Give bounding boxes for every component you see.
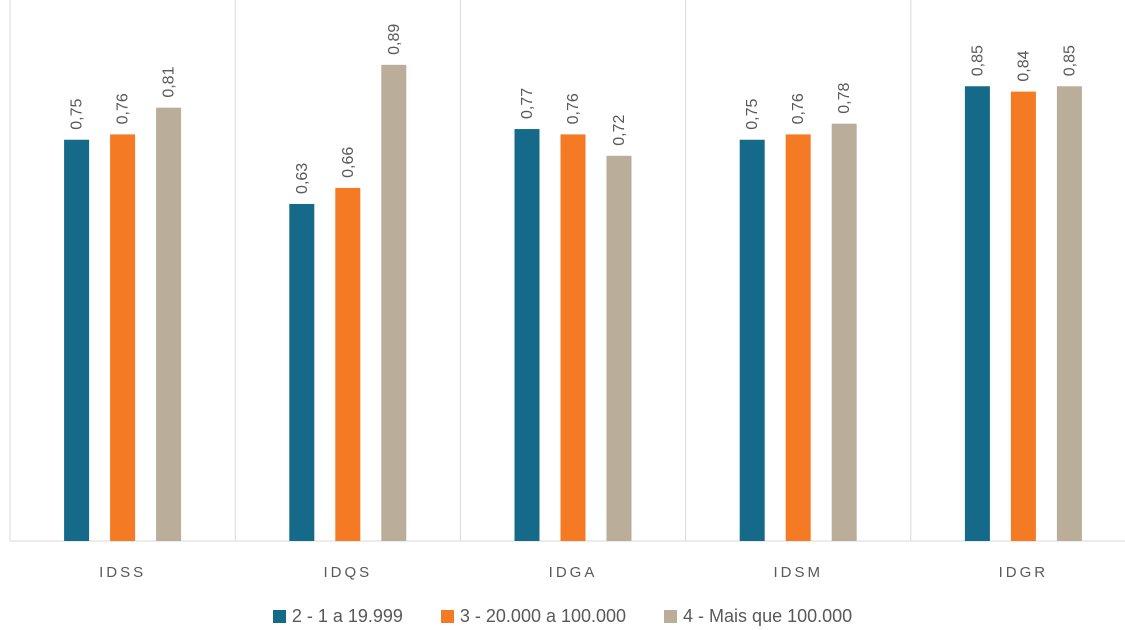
x-tick-label-idsm: IDSM [773, 564, 823, 581]
data-label-idss-series-1: 0,75 [69, 99, 86, 130]
data-label-idss-series-3: 0,81 [161, 66, 178, 97]
legend-label-series-1: 2 - 1 a 19.999 [291, 606, 403, 626]
bar-idqs-series-3 [381, 64, 407, 541]
bar-idgr-series-3 [1056, 86, 1082, 541]
legend-item-series-2: 3 - 20.000 a 100.000 [440, 606, 627, 627]
bar-idsm-series-2 [785, 134, 811, 541]
bar-idga-series-2 [560, 134, 586, 541]
data-label-idga-series-2: 0,76 [565, 93, 582, 124]
bar-idsm-series-3 [831, 123, 857, 541]
data-label-idga-series-3: 0,72 [611, 115, 628, 146]
x-tick-label-idss: IDSS [99, 564, 146, 581]
legend-swatch-series-3 [664, 610, 678, 623]
bar-idss-series-3 [156, 107, 182, 542]
x-tick-label-idqs: IDQS [323, 564, 372, 581]
bar-idgr-series-2 [1010, 91, 1036, 541]
data-label-idqs-series-2: 0,66 [340, 147, 357, 178]
x-tick-label-idgr: IDGR [999, 564, 1049, 581]
data-label-idgr-series-1: 0,85 [969, 45, 986, 76]
data-label-idsm-series-3: 0,78 [836, 82, 853, 113]
legend-item-series-1: 2 - 1 a 19.999 [272, 606, 403, 627]
bar-idss-series-2 [110, 134, 136, 541]
data-label-idsm-series-1: 0,75 [744, 99, 761, 130]
data-label-idsm-series-2: 0,76 [790, 93, 807, 124]
legend: 2 - 1 a 19.999 3 - 20.000 a 100.000 4 - … [0, 606, 1125, 627]
bar-idqs-series-1 [289, 203, 315, 541]
bar-idss-series-1 [64, 139, 90, 541]
x-tick-label-idga: IDGA [549, 564, 598, 581]
data-label-idgr-series-3: 0,85 [1061, 45, 1078, 76]
data-label-idga-series-1: 0,77 [519, 88, 536, 119]
bar-idgr-series-1 [964, 86, 990, 541]
legend-swatch-series-1 [272, 610, 286, 623]
bar-idga-series-3 [606, 155, 632, 542]
legend-swatch-series-2 [440, 610, 454, 623]
legend-label-series-3: 4 - Mais que 100.000 [683, 606, 853, 626]
data-label-idqs-series-1: 0,63 [294, 163, 311, 194]
legend-label-series-2: 3 - 20.000 a 100.000 [459, 606, 627, 626]
data-label-idgr-series-2: 0,84 [1015, 50, 1032, 81]
bar-idqs-series-2 [335, 187, 361, 541]
legend-item-series-3: 4 - Mais que 100.000 [664, 606, 852, 627]
data-label-idss-series-2: 0,76 [115, 93, 132, 124]
data-label-idqs-series-3: 0,89 [386, 24, 403, 55]
bar-chart: 0,75 0,76 0,81 IDSS 0,63 0,66 0,89 IDQS 0,77 0,76… [9, 0, 1125, 581]
bar-idga-series-1 [514, 129, 540, 542]
bar-idsm-series-1 [739, 139, 765, 541]
